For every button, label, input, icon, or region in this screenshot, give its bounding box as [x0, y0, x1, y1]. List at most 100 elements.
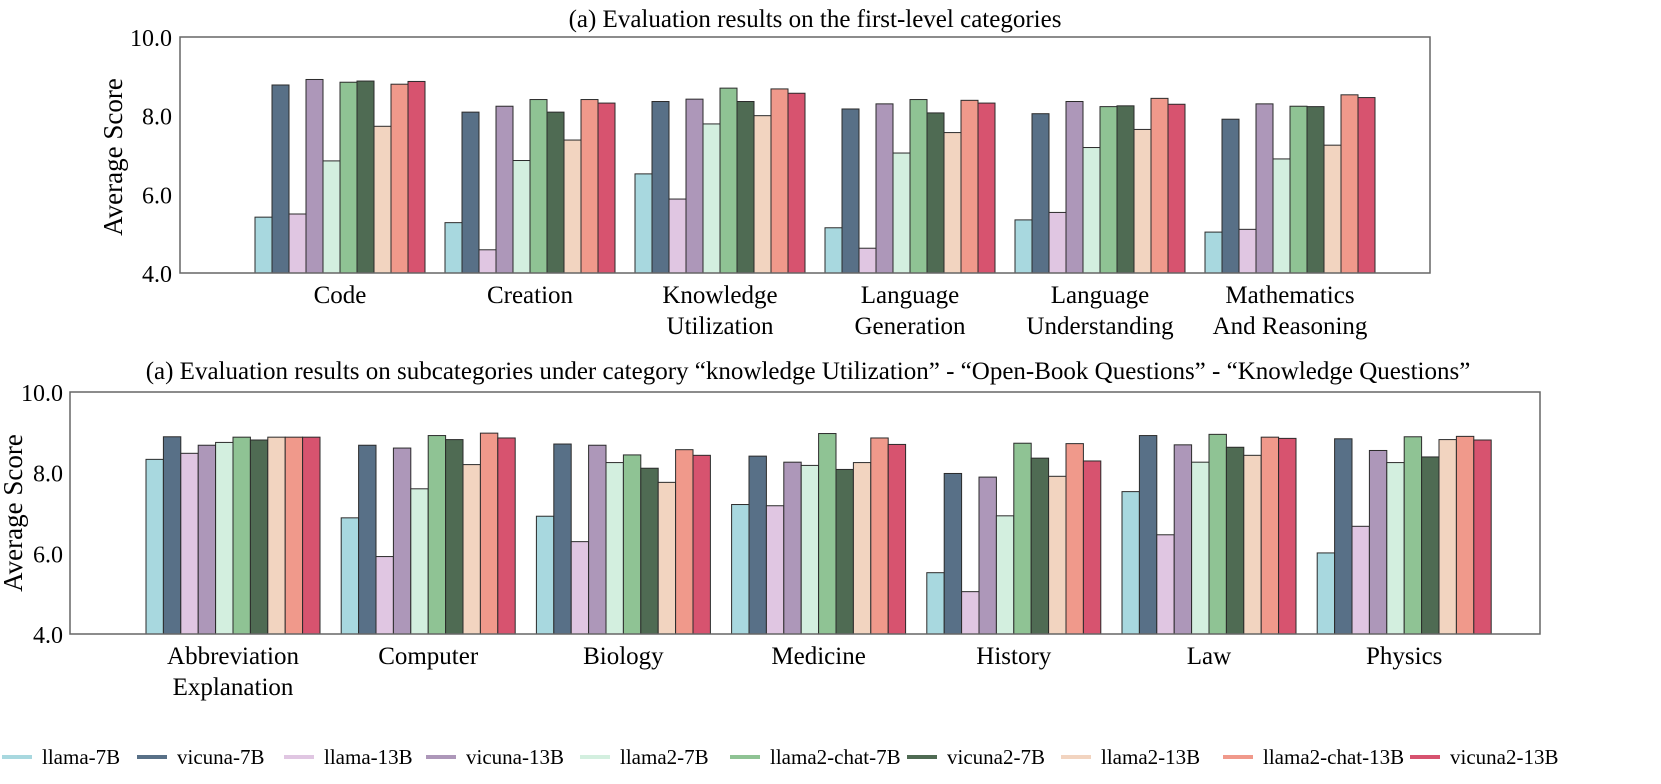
bar-llama2-13B [267, 436, 286, 635]
bar-vicuna2-7B [445, 439, 464, 635]
bar-llama2-chat-13B [580, 99, 599, 274]
bar-vicuna-13B [978, 476, 997, 635]
bar-llama2-7B [1386, 462, 1405, 635]
bar-vicuna-13B [495, 105, 514, 274]
bar-vicuna-7B [553, 443, 572, 635]
bar-vicuna-13B [1255, 103, 1274, 274]
bar-llama-13B [478, 249, 497, 274]
y-tick-label: 10.0 [21, 381, 63, 407]
bar-vicuna2-7B [546, 111, 565, 274]
x-category-label: Knowledge [662, 282, 777, 309]
bar-llama2-13B [753, 115, 772, 274]
bar-llama-13B [668, 198, 687, 274]
bar-llama-7B [340, 517, 360, 635]
x-category-label: Understanding [1026, 313, 1174, 340]
bar-llama-7B [254, 216, 273, 274]
bar-llama-13B [570, 541, 590, 635]
bar-llama2-chat-7B [1013, 442, 1032, 635]
bar-llama2-7B [322, 160, 341, 274]
bar-vicuna2-13B [887, 443, 907, 635]
bar-vicuna-13B [197, 444, 217, 635]
y-tick-label: 6.0 [33, 542, 63, 568]
bar-llama-7B [824, 227, 843, 274]
bar-llama-7B [1316, 552, 1336, 635]
bar-llama-13B [1048, 211, 1067, 274]
x-category-label: Language [861, 282, 960, 309]
chart-first-level-categories: (a) Evaluation results on the first-leve… [98, 6, 1431, 340]
bar-llama2-chat-13B [675, 449, 694, 635]
x-category-label: Abbreviation [167, 643, 299, 670]
x-category-label: Utilization [667, 313, 774, 340]
bar-vicuna-13B [783, 461, 802, 635]
y-axis-ticks: 4.0 6.0 8.0 10.0 [21, 381, 63, 649]
bars-group [145, 432, 1492, 635]
legend-label: llama-7B [42, 745, 120, 769]
bar-llama-7B [1204, 231, 1223, 274]
bar-llama2-chat-13B [770, 88, 789, 274]
y-axis-ticks: 4.0 6.0 8.0 10.0 [130, 26, 172, 288]
bar-vicuna-13B [305, 78, 324, 274]
chart-title: (a) Evaluation results on the first-leve… [569, 6, 1062, 33]
bar-vicuna2-7B [1421, 456, 1440, 635]
bar-vicuna2-13B [1278, 437, 1297, 635]
x-axis-category-labels: Abbreviation Explanation Computer Biology Me… [167, 643, 1442, 701]
bar-llama2-chat-13B [960, 99, 979, 274]
chart-knowledge-subcategories: (a) Evaluation results on subcategories … [0, 358, 1541, 701]
bar-vicuna2-13B [302, 436, 321, 635]
legend-label: vicuna2-13B [1450, 745, 1558, 769]
legend-label: vicuna-7B [177, 745, 264, 769]
bar-vicuna2-7B [1306, 106, 1325, 274]
bar-llama2-chat-13B [390, 83, 409, 274]
bar-llama-7B [444, 222, 463, 274]
bar-llama2-chat-13B [870, 437, 889, 635]
bar-vicuna-13B [1173, 444, 1193, 635]
x-category-label: Generation [854, 313, 966, 340]
bar-llama-13B [180, 452, 199, 635]
bar-llama2-7B [1191, 461, 1210, 635]
bar-llama2-7B [995, 515, 1015, 635]
y-axis-label: Average Score [0, 434, 28, 592]
bar-llama2-13B [373, 125, 392, 274]
bar-llama2-7B [800, 464, 820, 635]
bar-llama2-13B [1133, 128, 1152, 274]
legend-label: llama2-chat-13B [1263, 745, 1404, 769]
bar-llama-13B [1238, 228, 1257, 274]
legend-label: vicuna2-7B [947, 745, 1045, 769]
legend-label: llama2-chat-7B [770, 745, 901, 769]
legend-label: llama2-7B [620, 745, 709, 769]
bar-vicuna-13B [1368, 449, 1388, 635]
bar-vicuna-7B [1334, 438, 1353, 635]
bar-vicuna-7B [162, 436, 182, 635]
bar-llama2-7B [702, 123, 721, 274]
bar-llama2-7B [512, 160, 531, 274]
x-category-label: Code [314, 282, 367, 309]
bar-llama2-chat-7B [1099, 106, 1118, 274]
bar-llama2-7B [1272, 158, 1291, 274]
bar-llama2-13B [657, 481, 677, 635]
x-category-label: Computer [378, 643, 479, 670]
bar-llama2-7B [410, 488, 429, 635]
y-tick-label: 8.0 [33, 462, 63, 488]
bar-llama2-chat-13B [479, 432, 499, 635]
bar-vicuna-7B [1221, 118, 1240, 274]
bar-llama2-chat-13B [1455, 435, 1475, 635]
x-category-label: Law [1187, 643, 1231, 670]
bar-llama2-13B [852, 462, 872, 635]
bar-llama-7B [535, 515, 555, 635]
bar-vicuna-7B [1031, 113, 1050, 274]
x-category-label: Biology [583, 643, 664, 670]
bar-llama2-chat-7B [339, 81, 358, 274]
x-category-label: And Reasoning [1213, 313, 1368, 340]
bar-llama2-chat-7B [719, 87, 738, 274]
bar-llama2-13B [1323, 144, 1342, 274]
bar-vicuna2-7B [1225, 446, 1245, 635]
bar-llama-13B [1351, 525, 1370, 635]
bar-llama-13B [375, 556, 394, 635]
bar-vicuna2-7B [1116, 105, 1135, 274]
bar-llama2-13B [1438, 439, 1457, 635]
bar-vicuna2-7B [736, 101, 755, 274]
legend: llama-7B vicuna-7B llama-13B vicuna-13B llam… [2, 745, 1558, 769]
bar-llama2-13B [1243, 454, 1262, 635]
bar-vicuna2-13B [977, 102, 996, 274]
